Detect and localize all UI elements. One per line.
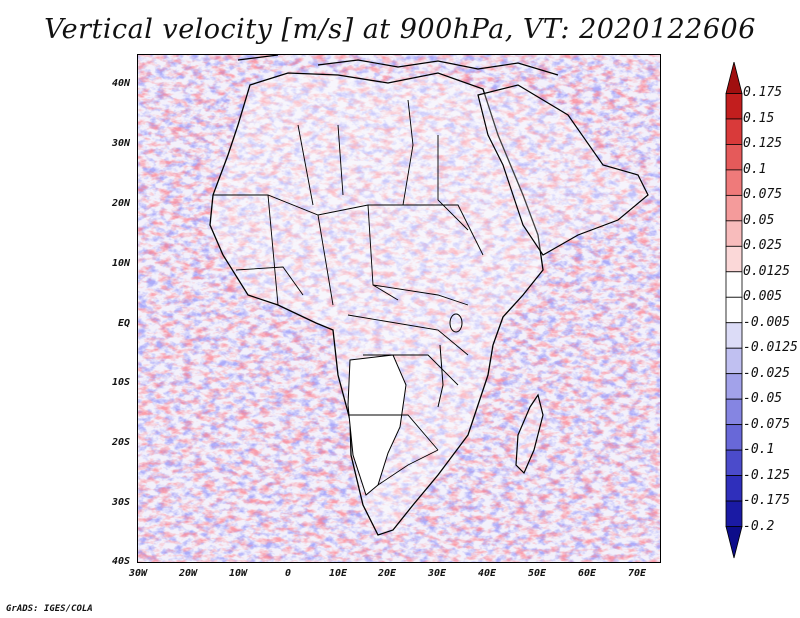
colorbar-label: 0.025 [743, 238, 783, 254]
colorbar-label: -0.1 [743, 442, 775, 458]
vertical-velocity-map [138, 55, 660, 562]
colorbar-label: -0.175 [743, 493, 790, 509]
madagascar-coastline [515, 393, 544, 475]
colorbar-label: 0.0125 [743, 263, 790, 279]
lat-label-20s: 20S [111, 437, 130, 448]
colorbar-segment [725, 144, 743, 171]
lon-label-70e: 70E [627, 568, 647, 579]
colorbar-segment [725, 93, 743, 120]
europe-coastline [237, 55, 559, 76]
colorbar-segment [725, 220, 743, 247]
colorbar-segment [725, 373, 743, 400]
colorbar-segment [725, 500, 743, 527]
colorbar-segment [725, 398, 743, 426]
upward-motion-field [138, 55, 660, 562]
lon-label-20w: 20W [178, 568, 198, 579]
colorbar-label: 0.1 [743, 161, 767, 177]
colorbar-label: -0.05 [743, 391, 783, 407]
colorbar-label: -0.075 [743, 416, 790, 432]
lat-label-40n: 40N [111, 78, 130, 89]
colorbar-segment [725, 118, 743, 145]
colorbar-segment [725, 169, 743, 196]
lon-label-30w: 30W [128, 568, 148, 579]
colorbar-segment [725, 449, 743, 476]
lat-label-40s: 40S [111, 556, 130, 567]
lon-label-20e: 20E [377, 568, 397, 579]
lon-label-50e: 50E [527, 568, 547, 579]
colorbar-segment [725, 475, 743, 502]
country-borders [213, 99, 484, 486]
colorbar-label: -0.2 [743, 518, 775, 534]
lat-label-20n: 20N [111, 198, 130, 209]
lat-label-30n: 30N [111, 138, 130, 149]
colorbar-label: 0.005 [743, 289, 783, 305]
grads-credit: GrADS: IGES/COLA [6, 604, 93, 614]
lon-label-30e: 30E [427, 568, 447, 579]
africa-coastline [209, 72, 544, 536]
colorbar [725, 62, 743, 559]
arabia-coastline [477, 84, 649, 256]
colorbar-segment [725, 245, 743, 273]
colorbar-label: 0.125 [743, 136, 783, 152]
lon-label-40e: 40E [477, 568, 497, 579]
colorbar-label: -0.125 [743, 467, 790, 483]
colorbar-segment [725, 526, 743, 559]
colorbar-label: -0.0125 [743, 340, 798, 356]
colorbar-label: 0.075 [743, 187, 783, 203]
chart-title: Vertical velocity [m/s] at 900hPa, VT: 2… [44, 14, 756, 45]
lon-label-10w: 10W [228, 568, 248, 579]
colorbar-segment [725, 62, 743, 94]
lon-label-60e: 60E [577, 568, 597, 579]
lat-label-10n: 10N [111, 258, 130, 269]
lakes [437, 313, 463, 408]
lon-label-10e: 10E [328, 568, 348, 579]
lat-label-10s: 10S [111, 377, 130, 388]
colorbar-label: 0.175 [743, 85, 783, 101]
colorbar-label: -0.025 [743, 365, 790, 381]
colorbar-segment [725, 347, 743, 375]
lat-label-30s: 30S [111, 497, 130, 508]
colorbar-segment [725, 424, 743, 451]
map-panel [137, 54, 661, 563]
colorbar-label: 0.15 [743, 110, 775, 126]
colorbar-segment [725, 322, 743, 349]
colorbar-label: 0.05 [743, 212, 775, 228]
masked-high-terrain [347, 354, 407, 496]
colorbar-segment [725, 194, 743, 222]
lon-label-0: 0 [284, 568, 292, 579]
colorbar-segment [725, 296, 743, 324]
colorbar-segment [725, 271, 743, 298]
colorbar-label: -0.005 [743, 314, 790, 330]
lat-label-eq: EQ [117, 318, 130, 329]
